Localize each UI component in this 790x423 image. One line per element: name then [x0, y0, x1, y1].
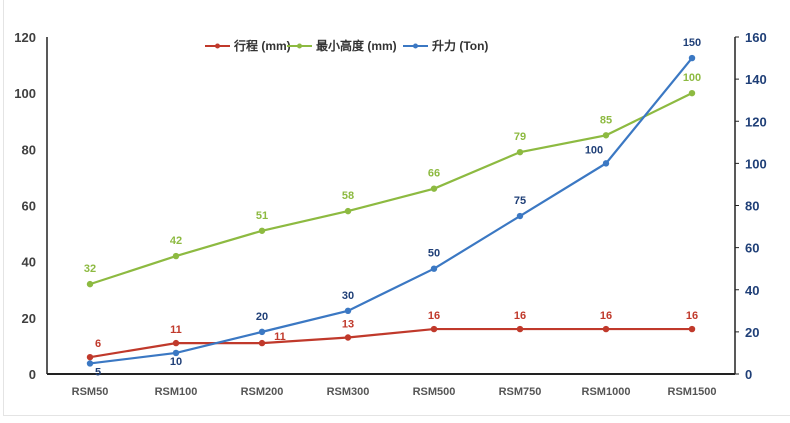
data-point: [602, 160, 610, 167]
data-label: 13: [342, 318, 354, 330]
data-label: 100: [585, 144, 603, 156]
data-label: 50: [428, 248, 440, 260]
data-label: 16: [514, 310, 526, 322]
series-line-2: [89, 57, 693, 365]
legend-label: 最小高度 (mm): [316, 38, 397, 53]
data-label: 6: [95, 338, 101, 350]
right-tick-label: 120: [745, 114, 767, 129]
data-point: [172, 349, 180, 357]
data-label: 30: [342, 290, 354, 302]
legend-swatch-marker: [413, 43, 418, 49]
data-point: [688, 325, 696, 333]
right-tick-label: 160: [745, 30, 767, 45]
legend-label: 行程 (mm): [233, 38, 291, 53]
data-label: 16: [600, 310, 612, 322]
data-point: [344, 207, 352, 215]
data-label: 85: [600, 114, 612, 126]
x-tick-label: RSM300: [327, 386, 370, 398]
data-point: [430, 265, 438, 272]
data-point: [258, 328, 266, 336]
data-label: 16: [686, 310, 698, 322]
data-point: [344, 334, 352, 341]
x-tick-label: RSM50: [72, 386, 109, 398]
left-tick-label: 120: [14, 30, 36, 45]
data-label: 42: [170, 235, 182, 247]
data-point: [516, 148, 524, 156]
data-point: [86, 280, 94, 288]
data-label: 11: [274, 331, 286, 343]
data-point: [430, 325, 438, 333]
left-tick-label: 20: [22, 311, 36, 326]
x-tick-label: RSM750: [499, 386, 542, 398]
data-label: 16: [428, 310, 440, 322]
legend-label: 升力 (Ton): [432, 38, 488, 53]
data-point: [430, 185, 438, 192]
left-tick-label: 0: [29, 367, 36, 382]
left-tick-label: 80: [22, 142, 36, 157]
data-point: [86, 353, 94, 361]
data-label: 150: [683, 37, 701, 49]
right-tick-label: 40: [745, 283, 759, 298]
data-label: 32: [84, 263, 96, 275]
left-tick-label: 60: [22, 199, 36, 214]
data-label: 79: [514, 131, 526, 143]
data-point: [258, 227, 266, 234]
data-label: 58: [342, 190, 354, 202]
data-point: [602, 325, 610, 333]
data-label: 20: [256, 311, 268, 323]
x-tick-label: RSM200: [241, 386, 284, 398]
right-tick-label: 80: [745, 199, 759, 214]
right-tick-label: 60: [745, 241, 759, 256]
data-point: [172, 252, 180, 260]
data-point: [86, 360, 94, 367]
data-point: [258, 339, 266, 347]
legend-swatch-marker: [215, 43, 220, 49]
right-tick-label: 0: [745, 367, 752, 382]
chart-frame: [3, 0, 790, 416]
data-label: 51: [256, 210, 268, 222]
data-label: 75: [514, 195, 526, 207]
data-label: 10: [170, 356, 182, 368]
data-point: [602, 132, 610, 139]
series-line-1: [89, 92, 693, 286]
x-tick-label: RSM100: [155, 386, 198, 398]
x-tick-label: RSM1500: [668, 386, 717, 398]
data-point: [516, 212, 524, 220]
x-tick-label: RSM500: [413, 386, 456, 398]
left-tick-label: 40: [22, 255, 36, 270]
data-label: 5: [95, 366, 101, 378]
data-point: [172, 339, 180, 347]
data-label: 100: [683, 72, 701, 84]
data-point: [516, 325, 524, 333]
series-line-0: [89, 327, 692, 359]
right-tick-label: 100: [745, 156, 767, 171]
data-point: [344, 307, 352, 315]
legend-swatch-marker: [297, 43, 302, 49]
data-point: [688, 54, 696, 62]
data-label: 66: [428, 168, 440, 180]
x-tick-label: RSM1000: [582, 386, 631, 398]
data-label: 11: [170, 324, 182, 336]
right-tick-label: 20: [745, 325, 759, 340]
left-tick-label: 100: [14, 86, 36, 101]
data-point: [688, 89, 696, 97]
right-tick-label: 140: [745, 72, 767, 87]
